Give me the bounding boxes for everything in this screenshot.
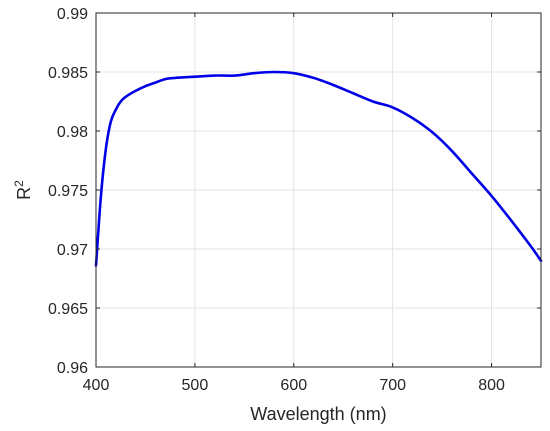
x-axis-label: Wavelength (nm) — [250, 404, 386, 424]
x-tick-label: 400 — [83, 377, 110, 394]
x-tick-label: 600 — [280, 377, 307, 394]
y-axis-label: R2 — [12, 180, 34, 200]
y-tick-label: 0.98 — [57, 124, 88, 141]
x-tick-label: 700 — [379, 377, 406, 394]
x-tick-label: 800 — [478, 377, 505, 394]
y-tick-labels: 0.96 0.965 0.97 0.975 0.98 0.985 0.99 — [48, 6, 88, 377]
y-tick-label: 0.99 — [57, 6, 88, 23]
y-tick-label: 0.97 — [57, 242, 88, 259]
y-tick-label: 0.96 — [57, 360, 88, 377]
series-line — [94, 70, 543, 267]
x-tick-label: 500 — [182, 377, 209, 394]
x-tick-labels: 400 500 600 700 800 — [83, 377, 505, 394]
y-axis-label-base: R — [14, 187, 34, 200]
y-axis-label-superscript: 2 — [12, 180, 26, 187]
y-tick-label: 0.975 — [48, 183, 88, 200]
grid-lines — [95, 12, 541, 368]
y-tick-label: 0.985 — [48, 65, 88, 82]
tick-marks — [95, 12, 541, 368]
y-tick-label: 0.965 — [48, 301, 88, 318]
data-layer — [94, 70, 543, 267]
